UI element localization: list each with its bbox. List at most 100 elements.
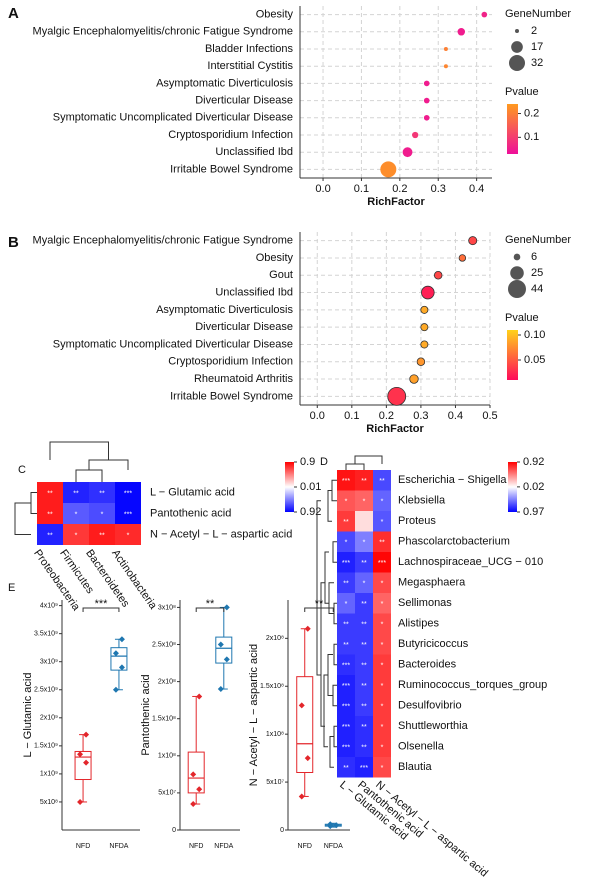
x-tick-label: NFDA xyxy=(214,843,233,850)
significance-stars: ** xyxy=(361,601,367,608)
y-axis-title: L − Glutamic acid xyxy=(22,673,34,758)
color-legend-title: Pvalue xyxy=(505,312,539,324)
colorbar-tick-label: 0.10 xyxy=(524,329,545,341)
colorbar-tick-label: 0.9 xyxy=(300,456,315,468)
dot xyxy=(443,64,448,69)
dendrogram xyxy=(332,541,337,563)
data-point xyxy=(217,641,224,648)
y-tick-label: 1x10⁸ xyxy=(266,731,284,738)
x-tick-label: 0.2 xyxy=(379,410,394,422)
significance-stars: ** xyxy=(361,663,367,670)
significance-stars: * xyxy=(345,499,348,506)
heatmap-cell xyxy=(355,654,373,675)
significance-stars: ** xyxy=(361,622,367,629)
colorbar-tick-label: 0.92 xyxy=(300,506,321,518)
row-label: Ruminococcus_torques_group xyxy=(398,679,547,691)
box xyxy=(74,750,92,781)
row-label: Olsenella xyxy=(398,741,445,753)
row-label: Phascolarctobacterium xyxy=(398,536,510,548)
y-tick-label: 0 xyxy=(280,827,284,834)
significance-stars: ** xyxy=(99,532,105,539)
y-tick-label: 2.5x10⁹ xyxy=(34,687,58,694)
dot xyxy=(423,80,430,87)
significance-stars: *** xyxy=(342,724,350,731)
heatmap-cell xyxy=(115,524,141,545)
y-tick-label: 5x10⁷ xyxy=(266,779,284,786)
y-tick-label: 1x10⁸ xyxy=(158,753,176,760)
heatmap-cell xyxy=(337,675,355,696)
category-label: Unclassified Ibd xyxy=(215,146,293,158)
data-point xyxy=(196,693,203,700)
significance-stars: * xyxy=(381,765,384,772)
heatmap-cell xyxy=(37,503,63,524)
size-legend-label: 44 xyxy=(531,283,543,295)
significance-stars: ** xyxy=(361,560,367,567)
data-point xyxy=(77,798,84,805)
heatmap-cell xyxy=(355,531,373,552)
category-label: Asymptomatic Diverticulosis xyxy=(156,304,293,316)
heatmap-cell xyxy=(337,511,355,532)
significance-stars: *** xyxy=(342,745,350,752)
row-label: Shuttleworthia xyxy=(398,720,469,732)
colorbar-tick-label: 0.01 xyxy=(300,481,321,493)
data-point xyxy=(118,636,125,643)
category-label: Cryptosporidium Infection xyxy=(168,129,293,141)
data-point xyxy=(83,759,90,766)
heatmap-cell xyxy=(337,490,355,511)
significance-stars: ** xyxy=(361,724,367,731)
heatmap-cell xyxy=(373,552,391,573)
significance-stars: ** xyxy=(361,478,367,485)
dot xyxy=(443,47,448,51)
size-legend-title: GeneNumber xyxy=(505,234,571,246)
data-point xyxy=(298,702,305,709)
row-label: Megasphaera xyxy=(398,577,466,589)
significance-stars: ** xyxy=(361,642,367,649)
heatmap-cell xyxy=(337,470,355,491)
category-label: Gout xyxy=(269,269,293,281)
significance-label: ** xyxy=(315,598,324,610)
heatmap-cell xyxy=(63,503,89,524)
significance-stars: ** xyxy=(47,490,53,497)
heatmap-cell xyxy=(337,593,355,614)
heatmap-cell xyxy=(355,613,373,634)
significance-stars: ** xyxy=(343,765,349,772)
row-label: L − Glutamic acid xyxy=(150,486,235,498)
colorbar-tick-label: 0.92 xyxy=(523,456,544,468)
data-point xyxy=(298,793,305,800)
y-tick-label: 1x10⁹ xyxy=(40,771,58,778)
heatmap-cell xyxy=(373,654,391,675)
x-tick-label: 0.1 xyxy=(354,183,369,195)
significance-stars: * xyxy=(381,519,384,526)
x-tick-label: 0.3 xyxy=(413,410,428,422)
heatmap-cell xyxy=(373,716,391,737)
y-tick-label: 2x10⁸ xyxy=(158,678,176,685)
heatmap-cell xyxy=(373,593,391,614)
significance-stars: ** xyxy=(343,622,349,629)
heatmap-cell xyxy=(337,695,355,716)
heatmap-cell xyxy=(373,572,391,593)
dendrogram xyxy=(333,725,337,748)
dendrogram xyxy=(331,479,337,502)
dendrogram xyxy=(323,674,328,748)
dot xyxy=(433,271,443,280)
heatmap-cell xyxy=(337,654,355,675)
heatmap-cell xyxy=(355,490,373,511)
dot xyxy=(387,386,407,406)
heatmap-cell xyxy=(37,482,63,503)
heatmap-cell xyxy=(337,716,355,737)
heatmap-cell xyxy=(373,511,391,532)
dendrogram xyxy=(329,736,334,768)
heatmap-cell xyxy=(373,736,391,757)
heatmap-cell xyxy=(373,634,391,655)
x-axis-title: RichFactor xyxy=(367,196,425,208)
dot xyxy=(420,305,429,314)
data-point xyxy=(333,822,340,829)
dot xyxy=(420,340,429,349)
y-tick-label: 3x10⁹ xyxy=(40,659,58,666)
y-tick-label: 0 xyxy=(172,827,176,834)
size-legend-label: 32 xyxy=(531,57,543,69)
significance-stars: ** xyxy=(361,704,367,711)
y-axis-title: N − Acetyl − L − aspartic acid xyxy=(248,644,260,786)
panel-label: C xyxy=(18,464,26,476)
